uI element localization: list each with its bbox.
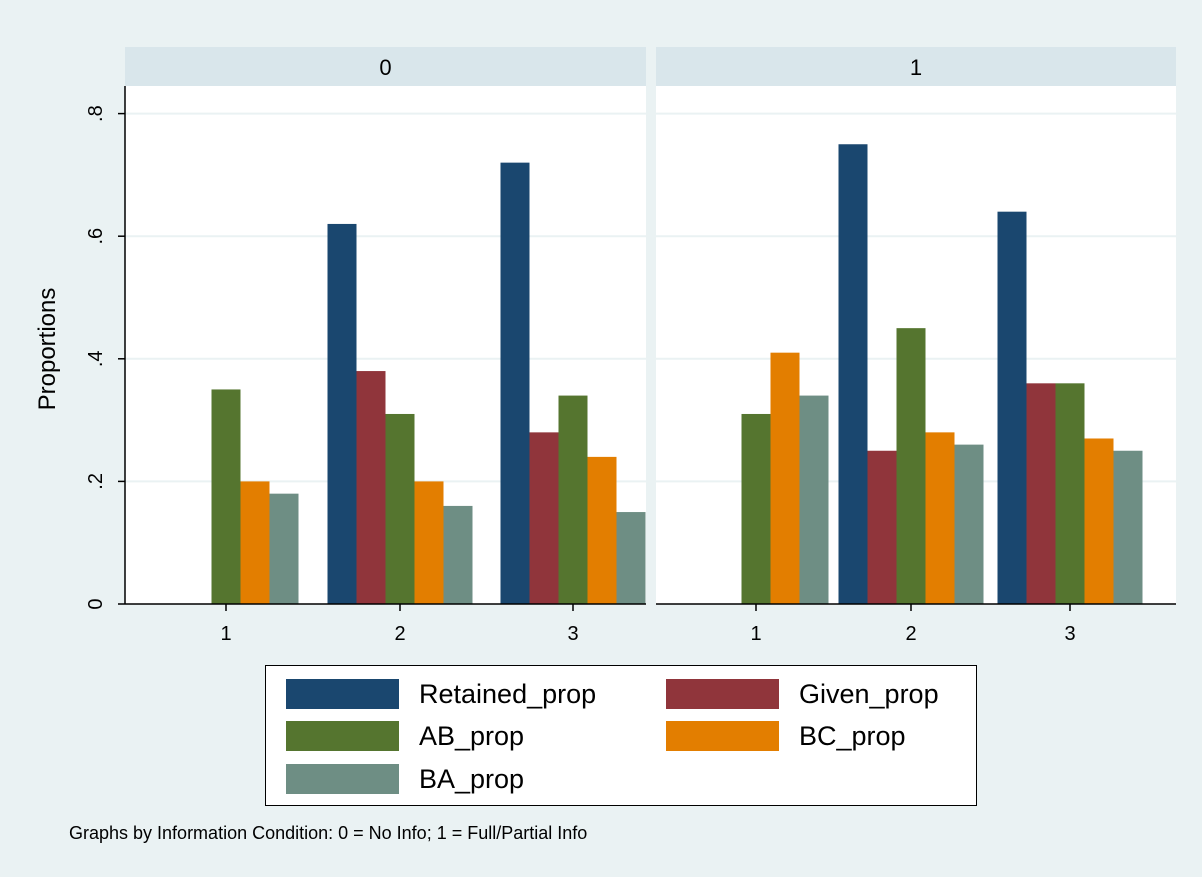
y-tick-label: .4 — [85, 350, 107, 367]
panel-strip-1 — [656, 47, 1176, 86]
bar-1-AB_prop-1 — [741, 413, 771, 604]
bar-0-Given_prop-3 — [529, 432, 559, 604]
y-axis-label: Proportions — [34, 287, 61, 411]
bar-1-BA_prop-3 — [1113, 450, 1143, 604]
bar-0-Retained_prop-3 — [500, 162, 530, 604]
x-tick-label: 1 — [220, 623, 231, 645]
legend-swatch-bc — [666, 721, 779, 751]
bar-1-BC_prop-2 — [925, 432, 955, 604]
legend-label-retained: Retained_prop — [419, 678, 597, 709]
bar-1-BA_prop-1 — [799, 395, 829, 604]
bar-1-AB_prop-3 — [1055, 383, 1085, 604]
bar-0-BC_prop-3 — [587, 456, 617, 604]
legend-label-bc: BC_prop — [799, 720, 906, 751]
x-tick-label: 3 — [567, 623, 578, 645]
legend-swatch-ab — [286, 721, 399, 751]
bar-0-BC_prop-1 — [240, 481, 270, 604]
bar-0-BA_prop-2 — [443, 505, 473, 604]
legend-label-ba: BA_prop — [419, 763, 525, 794]
y-tick-label: .2 — [85, 473, 107, 490]
legend-item-bc: BC_prop — [666, 719, 906, 753]
bar-1-Given_prop-3 — [1026, 383, 1056, 604]
bar-1-BA_prop-2 — [954, 444, 984, 604]
graphs-by-note: Graphs by Information Condition: 0 = No … — [69, 823, 588, 843]
y-tick-label: 0 — [85, 598, 107, 609]
bar-0-BA_prop-1 — [269, 493, 299, 604]
y-tick-label: .8 — [85, 105, 107, 122]
panel-title-1: 1 — [910, 55, 922, 80]
legend-item-retained: Retained_prop — [286, 677, 596, 711]
legend-swatch-ba — [286, 764, 399, 794]
bar-0-Retained_prop-2 — [327, 223, 357, 604]
x-tick-label: 2 — [394, 623, 405, 645]
legend-swatch-retained — [286, 679, 399, 709]
panel-strip-0 — [125, 47, 646, 86]
bar-0-BA_prop-3 — [616, 512, 646, 604]
bar-0-AB_prop-3 — [558, 395, 588, 604]
bar-1-Given_prop-2 — [867, 450, 897, 604]
y-tick-label: .6 — [85, 228, 107, 245]
bar-0-AB_prop-2 — [385, 413, 415, 604]
bar-1-Retained_prop-3 — [997, 211, 1027, 604]
x-tick-label: 2 — [905, 623, 916, 645]
x-tick-label: 3 — [1064, 623, 1075, 645]
legend-label-ab: AB_prop — [419, 720, 525, 751]
bar-1-Retained_prop-2 — [838, 144, 868, 604]
legend-item-given: Given_prop — [666, 677, 939, 711]
legend: Retained_prop Given_prop AB_prop BC_prop… — [265, 665, 977, 806]
bar-0-AB_prop-1 — [211, 389, 241, 604]
x-tick-label: 1 — [750, 623, 761, 645]
bar-0-Given_prop-2 — [356, 371, 386, 604]
panel-title-0: 0 — [379, 55, 391, 80]
legend-swatch-given — [666, 679, 779, 709]
legend-item-ab: AB_prop — [286, 719, 524, 753]
bar-0-BC_prop-2 — [414, 481, 444, 604]
bar-1-AB_prop-2 — [896, 328, 926, 604]
bar-1-BC_prop-3 — [1084, 438, 1114, 604]
bar-1-BC_prop-1 — [770, 352, 800, 604]
legend-item-ba: BA_prop — [286, 762, 524, 796]
legend-label-given: Given_prop — [799, 678, 939, 709]
